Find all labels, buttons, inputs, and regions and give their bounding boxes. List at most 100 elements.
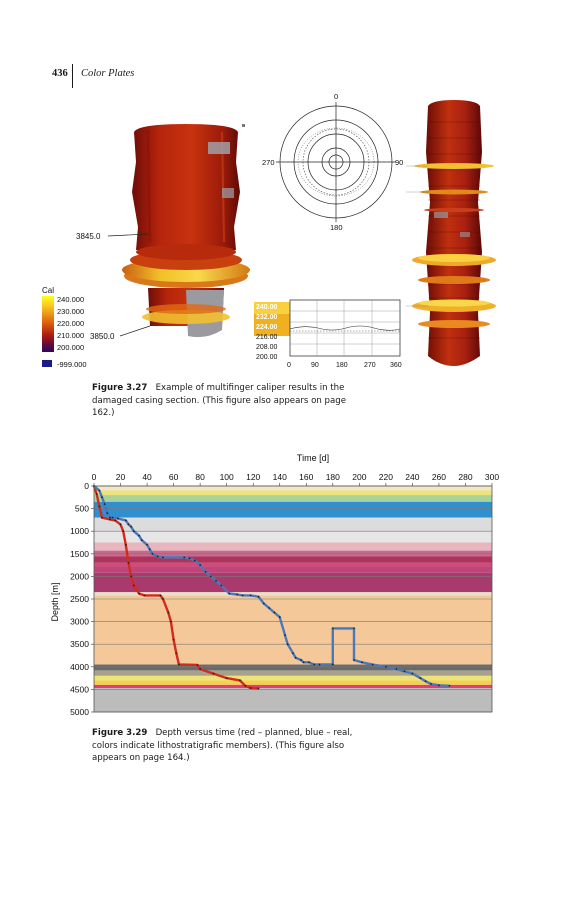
data-point-planned [132,584,135,587]
data-point-real [403,670,406,673]
figure-3-29-label: Figure 3.29 [92,728,148,738]
data-point-real [132,530,135,533]
data-point-real [371,663,374,666]
data-point-real [148,548,151,551]
data-point-real [162,556,164,559]
y-tick-label: 2000 [70,571,89,581]
figure-3-29-depth-time-chart: Time [d] Depth [m] 0 20 40 60 80 100 120 140 160… [50,453,499,717]
data-point-real [146,543,148,546]
y-tick-label: 4000 [70,662,89,672]
data-point-planned [124,543,127,546]
inset-y-label: 208.00 [256,344,278,351]
data-point-planned [109,518,111,521]
figure-3-29-caption-text: Depth versus time (red – planned, blue –… [92,728,353,764]
data-point-planned [249,687,252,689]
data-point-real [156,555,159,558]
lithology-band [94,490,492,496]
data-point-real [116,517,119,520]
data-point-real [127,523,130,526]
page-number: 436 [52,68,68,79]
data-point-real [411,672,414,675]
polar-plot: 0 90 180 270 [262,92,403,232]
chart-series [92,485,451,690]
legend-value: 240.000 [57,295,84,304]
casing-3d-model [122,124,250,338]
data-point-planned [175,652,178,655]
legend-value: 220.000 [57,319,84,328]
legend-title: Cal [42,286,54,295]
data-point-real [353,659,355,661]
data-point-real [384,665,387,668]
y-tick-label: 3500 [70,639,89,649]
data-point-planned [95,493,98,496]
lithology-band [94,684,492,689]
figure-3-27-caption: Figure 3.27 Example of multifinger calip… [92,382,362,420]
data-point-real [130,525,133,528]
data-point-real [109,516,111,519]
x-axis-title: Time [d] [297,453,329,463]
depth-label-lower: 3850.0 [90,332,115,341]
data-point-real [448,684,451,687]
data-point-planned [178,663,180,666]
data-point-planned [159,594,162,597]
data-point-real [140,539,143,542]
running-title: Color Plates [81,68,135,79]
inset-y-label: 200.00 [256,354,278,361]
lithology-band [94,542,492,551]
x-tick-label: 20 [116,472,126,482]
data-point-real [430,683,432,685]
data-point-planned [162,598,164,600]
figure-3-27-label: Figure 3.27 [92,383,148,393]
data-point-planned [199,668,202,670]
plot-frame [93,485,493,713]
lithology-band [94,592,492,596]
data-point-real [300,659,302,661]
lithology-band [94,495,492,502]
lithology-band [94,680,492,685]
y-tick-label: 0 [84,481,89,491]
y-tick-label: 1500 [70,549,89,559]
x-tick-label: 160 [299,472,313,482]
data-point-planned [143,594,146,597]
lithology-band [94,572,492,593]
data-point-real [103,503,106,505]
lithology-band [94,501,492,518]
data-point-real [308,661,310,664]
data-point-real [424,680,427,683]
data-point-planned [122,530,125,533]
lithology-band [94,670,492,676]
data-point-real [124,519,127,522]
y-tick-label: 500 [75,504,89,514]
legend-value: 200.000 [57,343,84,352]
data-point-real [286,643,289,646]
x-tick-label: 40 [142,472,152,482]
data-point-real [438,684,440,687]
data-point-planned [138,592,141,595]
x-tick-label: 100 [220,472,234,482]
data-point-planned [172,638,175,641]
polar-label-90: 90 [395,158,403,167]
data-point-planned [130,575,133,578]
figure-3-29-caption: Figure 3.29 Depth versus time (red – pla… [92,727,362,765]
data-point-real [106,512,109,515]
inset-x-label: 90 [311,362,319,369]
depth-label-upper: 3845.0 [76,232,101,241]
data-point-planned [239,679,241,682]
data-point-real [278,616,281,618]
data-point-planned [170,620,172,623]
data-point-planned [212,672,215,675]
data-point-real [313,663,316,666]
data-point-real [419,677,422,679]
data-point-planned [257,687,260,690]
data-point-real [292,652,294,655]
data-point-planned [119,523,122,526]
lithology-band [94,664,492,671]
y-tick-label: 4500 [70,684,89,694]
data-point-real [241,594,244,597]
polar-label-180: 180 [330,223,343,232]
inset-x-label: 360 [390,362,402,369]
lithology-band [94,688,492,712]
inset-y-label: 224.00 [256,324,278,331]
x-tick-label: 180 [326,472,340,482]
lithology-band [94,562,492,567]
